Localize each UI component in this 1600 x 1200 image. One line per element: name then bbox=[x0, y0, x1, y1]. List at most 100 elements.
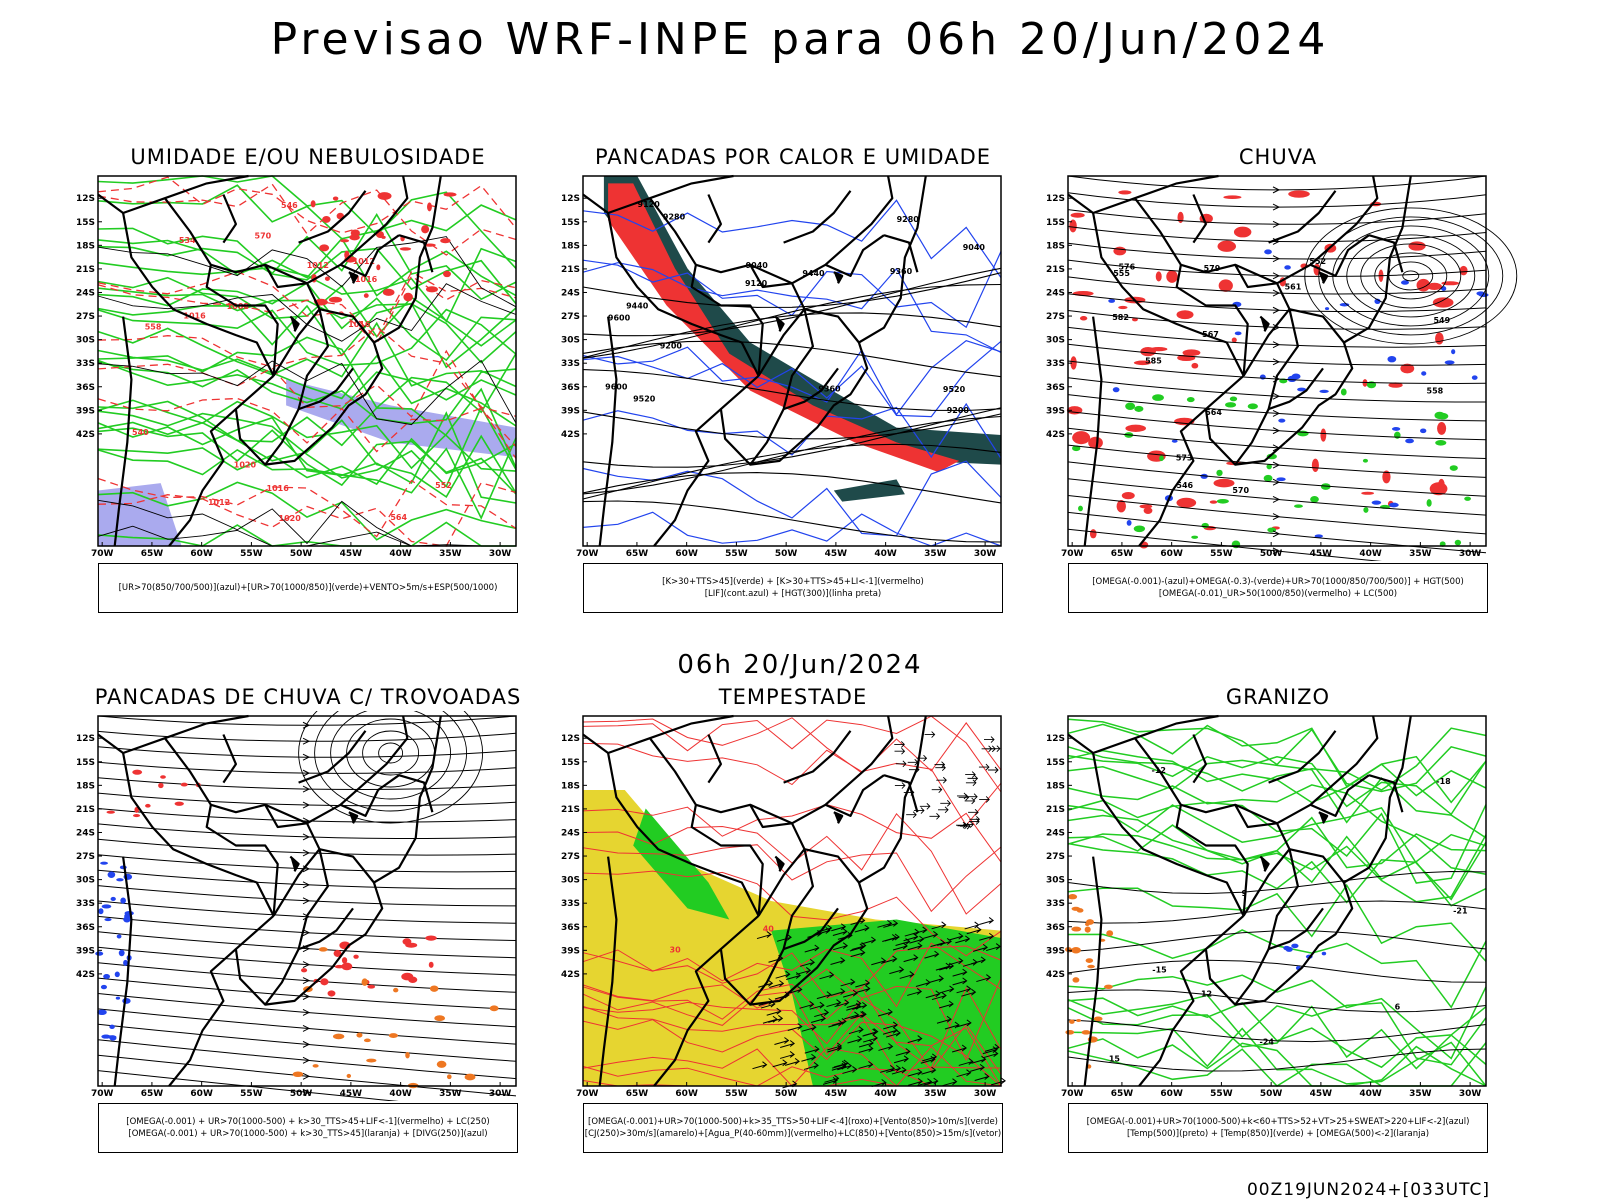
border-line bbox=[164, 737, 308, 825]
lat-tick-label: 27S bbox=[76, 312, 95, 322]
border-line bbox=[1083, 856, 1103, 1087]
lon-tick-label: 70W bbox=[576, 549, 599, 559]
humidity-contour bbox=[97, 400, 517, 472]
omega-green-area bbox=[1454, 539, 1462, 546]
wind-vector bbox=[842, 989, 858, 998]
storm-orange-spot bbox=[489, 1005, 499, 1012]
panel-umidade: UMIDADE E/OU NEBULOSIDADE 1012 1016 1020 10… bbox=[68, 145, 548, 615]
streamline-arrow bbox=[302, 993, 311, 1000]
axis-ticks: 12S 15S 18S 21S 24S 27S 30S 33S 36S 39S 42S 70W 65W 6… bbox=[1046, 734, 1481, 1099]
wind-vector bbox=[895, 1048, 911, 1057]
wind-vector bbox=[931, 786, 943, 793]
humidity-contour bbox=[97, 349, 517, 427]
contour-label: 546 bbox=[1176, 481, 1193, 490]
lat-tick-label: 18S bbox=[1046, 781, 1065, 791]
omega-green-area bbox=[1191, 535, 1199, 539]
lon-tick-label: 35W bbox=[439, 549, 462, 559]
country-borders bbox=[1067, 714, 1412, 1087]
omega-orange-spot bbox=[1084, 926, 1091, 933]
lat-tick-label: 24S bbox=[561, 288, 580, 298]
omega-blue-area bbox=[1171, 439, 1178, 443]
omega-orange-spot bbox=[1071, 906, 1081, 911]
border-line bbox=[314, 848, 384, 984]
lat-tick-label: 27S bbox=[1046, 852, 1065, 862]
hail-risk-spot bbox=[1291, 943, 1299, 949]
panel-title: PANCADAS POR CALOR E UMIDADE bbox=[594, 145, 992, 169]
lat-tick-label: 24S bbox=[76, 828, 95, 838]
contour-label: 540 bbox=[132, 428, 149, 437]
border-line bbox=[234, 914, 317, 1006]
lon-tick-label: 30W bbox=[974, 1089, 997, 1099]
streamline bbox=[1067, 377, 1486, 403]
omega-green-area bbox=[1435, 440, 1447, 446]
lon-tick-label: 35W bbox=[924, 1089, 947, 1099]
lat-tick-label: 18S bbox=[76, 781, 95, 791]
humidity-contour bbox=[97, 175, 517, 269]
wind-vector bbox=[814, 1009, 830, 1018]
storm-red-spot bbox=[334, 964, 345, 969]
lat-tick-label: 15S bbox=[1046, 218, 1065, 228]
rain-area bbox=[1437, 422, 1447, 435]
storm-red-spot bbox=[133, 814, 141, 818]
streamline-arrow bbox=[1272, 272, 1281, 280]
wind-vector bbox=[799, 1000, 815, 1009]
border-line bbox=[1175, 264, 1249, 376]
lat-tick-label: 18S bbox=[561, 241, 580, 251]
wind-vector bbox=[894, 741, 905, 748]
rain-area bbox=[1438, 478, 1445, 491]
wind-vector bbox=[909, 935, 925, 944]
omega-green-area bbox=[1125, 402, 1136, 410]
lake-marker bbox=[833, 271, 844, 284]
thickness-contour bbox=[97, 477, 517, 538]
jet-contour bbox=[378, 742, 404, 764]
border-line bbox=[298, 730, 367, 784]
storm-red-spot bbox=[353, 954, 359, 959]
omega-blue-area bbox=[1374, 298, 1381, 304]
temp-500-contour bbox=[1067, 1048, 1487, 1072]
lon-tick-label: 50W bbox=[290, 1089, 313, 1099]
wind-vector bbox=[889, 966, 905, 975]
border-line bbox=[653, 408, 722, 547]
temp-500-contour bbox=[1067, 900, 1487, 924]
instability-area bbox=[833, 479, 905, 502]
wind-vector bbox=[974, 1073, 990, 1082]
temp-500-contour bbox=[1067, 989, 1487, 1013]
wind-vector bbox=[938, 806, 949, 814]
lon-tick-label: 45W bbox=[340, 1089, 363, 1099]
streamline bbox=[97, 746, 517, 758]
temp-850-contour bbox=[1067, 727, 1487, 792]
border-line bbox=[791, 175, 894, 285]
lon-tick-label: 60W bbox=[1160, 1089, 1183, 1099]
lon-tick-label: 55W bbox=[1210, 1089, 1233, 1099]
wind-vector bbox=[988, 766, 999, 774]
border-line bbox=[306, 715, 409, 825]
wind-vector bbox=[894, 782, 906, 789]
contour-label: 1012 bbox=[353, 257, 375, 266]
lon-tick-label: 50W bbox=[290, 549, 313, 559]
thickness-contour bbox=[97, 176, 517, 234]
lat-tick-label: 33S bbox=[1046, 899, 1065, 909]
lon-tick-label: 50W bbox=[1260, 549, 1283, 559]
wind-vector bbox=[842, 1066, 858, 1074]
wind-vector bbox=[816, 991, 832, 1000]
omega-green-area bbox=[1072, 445, 1081, 452]
lake-marker bbox=[1318, 271, 1329, 284]
omega-blue-area bbox=[1264, 249, 1272, 255]
rain-area bbox=[1209, 500, 1218, 504]
border-line bbox=[297, 848, 329, 950]
border-line bbox=[168, 948, 237, 1087]
storm-red-spot bbox=[341, 957, 348, 964]
lat-tick-label: 39S bbox=[561, 406, 580, 416]
lat-tick-label: 18S bbox=[1046, 241, 1065, 251]
streamline-arrow bbox=[1272, 513, 1281, 521]
border-line bbox=[1268, 730, 1337, 784]
streamline-arrow bbox=[1272, 478, 1281, 486]
storm-red-spot bbox=[428, 961, 434, 968]
lake-marker bbox=[1318, 811, 1329, 824]
omega-blue-area bbox=[1471, 375, 1478, 380]
omega-orange-spot bbox=[1106, 930, 1114, 937]
streamline bbox=[1067, 444, 1487, 478]
wind-vector bbox=[923, 930, 939, 939]
wind-vector bbox=[769, 980, 785, 988]
omega-orange-spot bbox=[1065, 1029, 1075, 1035]
